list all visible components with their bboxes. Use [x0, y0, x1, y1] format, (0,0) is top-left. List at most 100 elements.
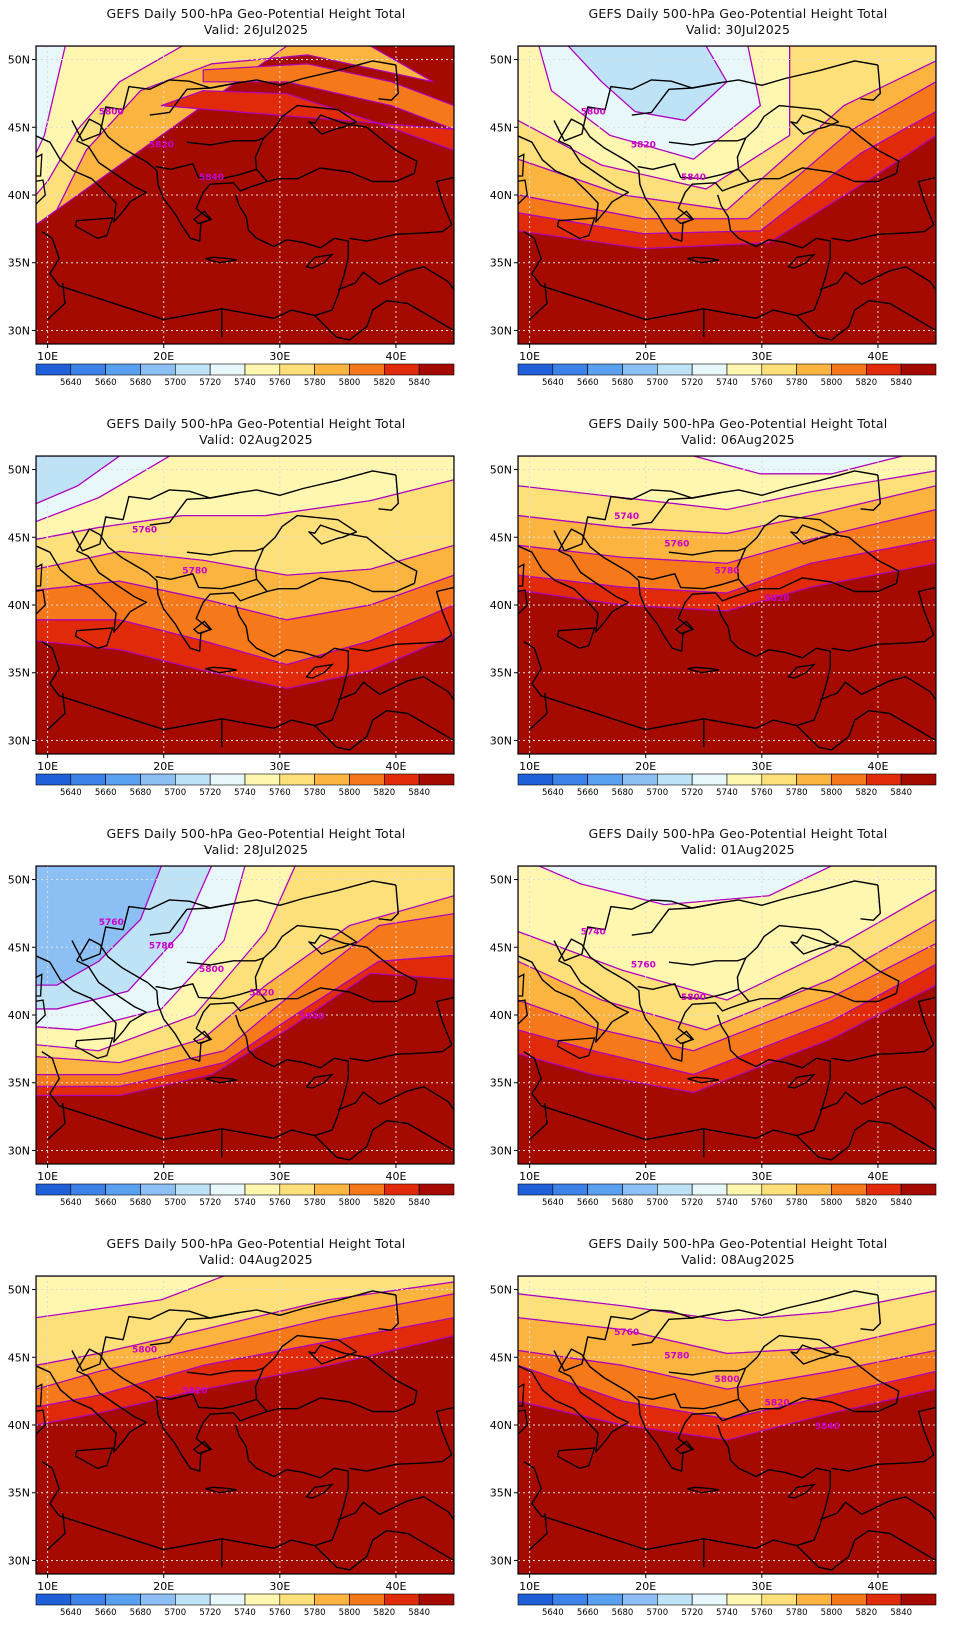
colorbar-swatch: [244, 1183, 281, 1196]
height-band: [518, 963, 936, 1094]
colorbar-level-label: 5820: [855, 1198, 877, 1208]
coastline: [314, 300, 454, 341]
coastline: [149, 81, 240, 116]
lat-tick-label: 30N: [8, 324, 30, 337]
island-outline: [36, 179, 46, 205]
lon-tick-label: 30E: [269, 1580, 290, 1593]
coastline: [860, 64, 881, 101]
colorbar-swatch: [831, 1183, 867, 1196]
colorbar-level-label: 5780: [304, 1608, 326, 1618]
lat-tick-label: 40N: [490, 189, 512, 202]
contour-label: 5820: [631, 140, 656, 150]
colorbar-swatch: [418, 1593, 455, 1606]
coastline: [254, 1334, 418, 1412]
colorbar-swatch: [517, 773, 554, 786]
map-panel: GEFS Daily 500-hPa Geo-Potential Height …: [0, 1230, 482, 1640]
colorbar-swatch: [209, 1183, 246, 1196]
lon-tick-label: 20E: [153, 350, 174, 363]
coastline: [796, 1530, 936, 1571]
panel-title: GEFS Daily 500-hPa Geo-Potential Height …: [106, 416, 406, 431]
colorbar-swatch: [587, 1183, 623, 1196]
island-outline: [787, 663, 816, 679]
island-outline: [74, 1037, 114, 1059]
coastline: [736, 104, 900, 182]
contour-label: 5840: [681, 173, 706, 183]
colorbar-swatch: [796, 1183, 832, 1196]
island-outline: [556, 1447, 596, 1469]
lon-tick-label: 10E: [519, 760, 540, 773]
colorbar-level-label: 5700: [164, 788, 186, 798]
coastline: [71, 880, 397, 962]
coastline: [254, 924, 418, 1002]
colorbar-swatch: [865, 363, 902, 376]
contour-label: 5820: [765, 594, 790, 604]
colorbar-level-label: 5800: [821, 378, 843, 388]
colorbar-swatch: [517, 1593, 554, 1606]
map-panel: GEFS Daily 500-hPa Geo-Potential Height …: [0, 820, 482, 1230]
coastline: [41, 194, 349, 321]
coastline: [553, 60, 879, 142]
colorbar-level-label: 5640: [542, 1608, 564, 1618]
colorbar-level-label: 5740: [716, 378, 738, 388]
colorbar-level-label: 5660: [95, 1608, 117, 1618]
colorbar-level-label: 5640: [542, 378, 564, 388]
coastline: [860, 1294, 881, 1331]
colorbar-level-label: 5780: [304, 1198, 326, 1208]
panel-valid-date: Valid: 01Aug2025: [681, 842, 795, 857]
colorbar-swatch: [900, 363, 937, 376]
coastline: [631, 81, 722, 116]
contour-label: 5780: [715, 567, 740, 577]
coastline: [819, 1496, 936, 1521]
colorbar-swatch: [314, 1183, 350, 1196]
colorbar-level-label: 5740: [234, 1198, 256, 1208]
island-outline: [36, 1409, 46, 1435]
coastline: [917, 586, 936, 636]
colorbar-swatch: [70, 1593, 106, 1606]
coastline: [36, 545, 148, 633]
colorbar-swatch: [35, 773, 72, 786]
panel-title: GEFS Daily 500-hPa Geo-Potential Height …: [588, 6, 888, 21]
colorbar-swatch: [279, 363, 315, 376]
colorbar-swatch: [244, 1593, 281, 1606]
height-map: 5800 5820 5840 50N 45N 40N 35N 30N 10E 20E 30E 40E 5…: [8, 45, 455, 388]
coastline: [254, 104, 418, 182]
lat-tick-label: 35N: [490, 1487, 512, 1500]
lon-tick-label: 30E: [751, 760, 772, 773]
coastline: [917, 1406, 936, 1456]
island-outline: [205, 1076, 238, 1084]
coastline: [36, 955, 148, 1043]
island-outline: [36, 153, 43, 177]
lon-tick-label: 20E: [153, 760, 174, 773]
colorbar-level-label: 5760: [269, 1608, 291, 1618]
colorbar-swatch: [831, 363, 867, 376]
panel-title: GEFS Daily 500-hPa Geo-Potential Height …: [588, 1236, 888, 1251]
colorbar-swatch: [35, 1183, 72, 1196]
panel-valid-date: Valid: 28Jul2025: [203, 842, 309, 857]
coastline: [518, 135, 630, 223]
coastline: [523, 1424, 831, 1551]
coastline: [529, 692, 548, 731]
island-outline: [674, 1030, 695, 1045]
colorbar-swatch: [175, 363, 211, 376]
panel-valid-date: Valid: 26Jul2025: [203, 22, 309, 37]
coastline: [831, 224, 935, 242]
lon-tick-label: 20E: [153, 1580, 174, 1593]
lat-tick-label: 30N: [8, 1554, 30, 1567]
colorbar-swatch: [349, 1183, 385, 1196]
colorbar-swatch: [418, 363, 455, 376]
colorbar-swatch: [418, 773, 455, 786]
lat-tick-label: 50N: [490, 464, 512, 477]
coastline: [917, 996, 936, 1046]
colorbar-swatch: [175, 1183, 211, 1196]
island-outline: [556, 1037, 596, 1059]
colorbar-level-label: 5740: [716, 1608, 738, 1618]
coastline: [668, 957, 746, 966]
map-panel: GEFS Daily 500-hPa Geo-Potential Height …: [482, 1230, 964, 1640]
coastline: [47, 692, 66, 731]
colorbar-swatch: [70, 1183, 106, 1196]
colorbar-swatch: [900, 1593, 937, 1606]
colorbar-level-label: 5780: [786, 788, 808, 798]
colorbar-swatch: [796, 1593, 832, 1606]
coastline: [860, 884, 881, 921]
lon-tick-label: 40E: [385, 1580, 406, 1593]
